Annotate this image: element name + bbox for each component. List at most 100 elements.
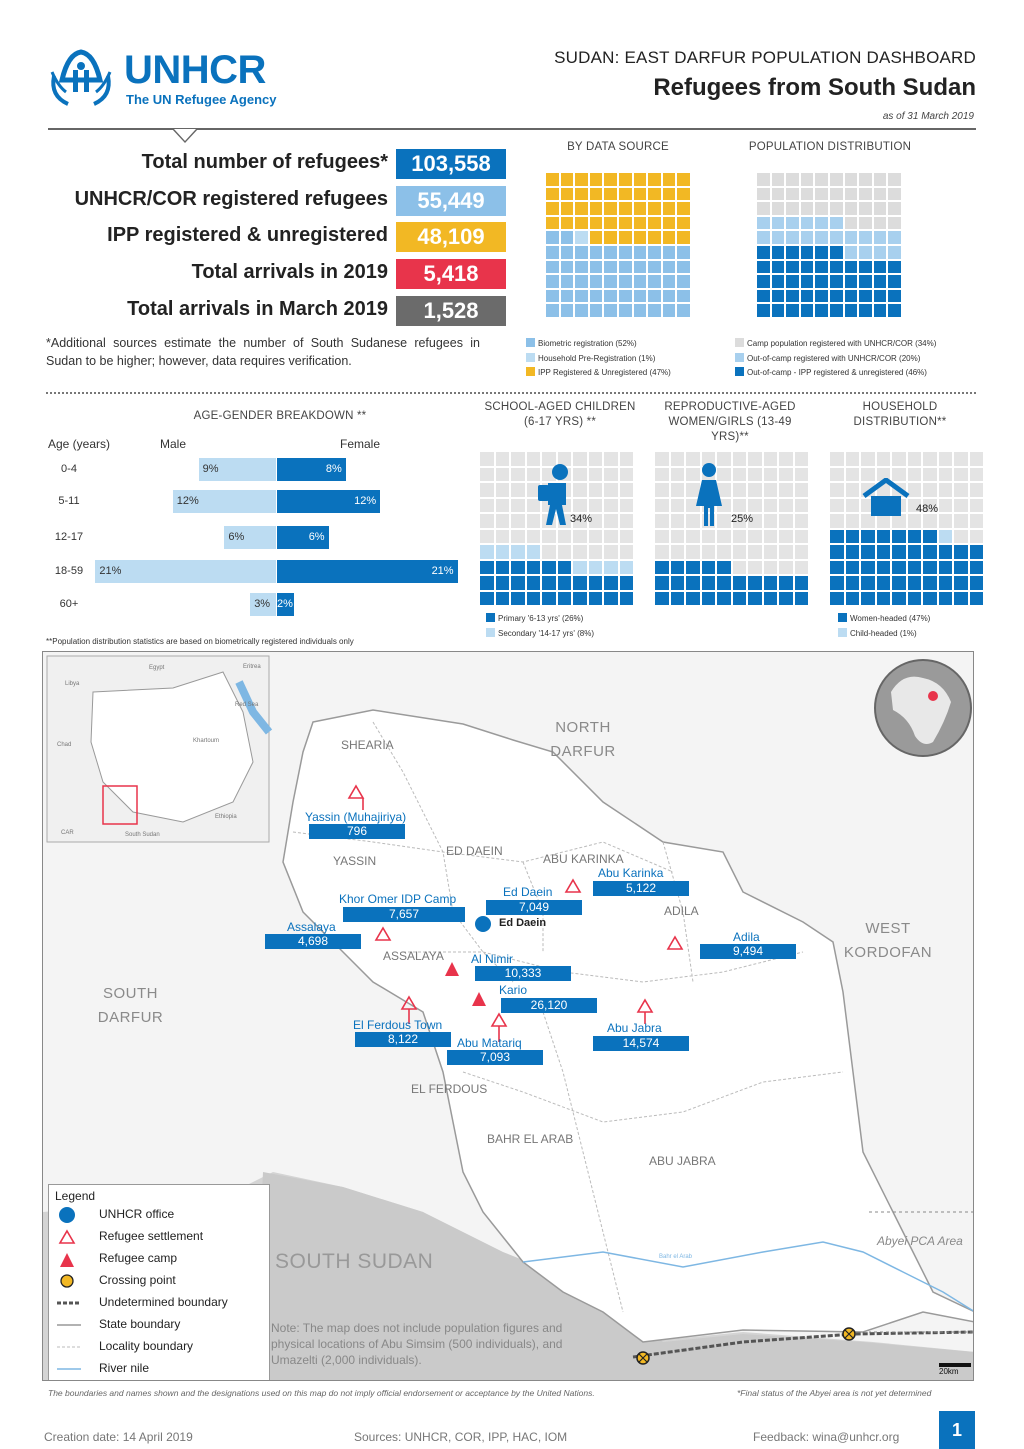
waffle-cell bbox=[648, 202, 661, 215]
waffle-cell bbox=[845, 467, 859, 481]
waffle-cell bbox=[815, 231, 828, 244]
waffle-cell bbox=[662, 187, 676, 201]
waffle-cell bbox=[907, 467, 921, 481]
waffle-cell bbox=[938, 591, 952, 605]
waffle-cell bbox=[748, 483, 762, 497]
waffle-cell bbox=[575, 304, 588, 317]
waffle-cell bbox=[526, 467, 540, 481]
waffle-cell bbox=[511, 467, 525, 481]
waffle-cell bbox=[923, 498, 937, 512]
waffle-cell bbox=[771, 289, 785, 303]
waffle-cell bbox=[779, 560, 793, 574]
waffle-cell bbox=[526, 545, 540, 559]
waffle-cell bbox=[686, 467, 700, 481]
waffle-cell bbox=[573, 529, 587, 543]
waffle-cell bbox=[560, 304, 574, 317]
waffle-cell bbox=[923, 514, 937, 528]
locality-label: BAHR EL ARAB bbox=[487, 1132, 574, 1146]
legend-item-river: River nile bbox=[99, 1361, 150, 1375]
waffle-cell bbox=[771, 173, 785, 186]
waffle-cell bbox=[495, 545, 509, 559]
stat-footnote: *Additional sources estimate the number … bbox=[46, 336, 480, 368]
feedback-email[interactable]: Feedback: wina@unhcr.org bbox=[753, 1430, 900, 1444]
stat-value: 1,528 bbox=[396, 296, 506, 326]
waffle-cell bbox=[480, 452, 494, 466]
pop-dist-legend: Camp population registered with UNHCR/CO… bbox=[735, 337, 936, 381]
inset-label: Egypt bbox=[149, 665, 165, 671]
school-pct: 34% bbox=[570, 513, 593, 525]
waffle-cell bbox=[845, 560, 859, 574]
waffle-cell bbox=[923, 545, 937, 559]
waffle-cell bbox=[800, 260, 814, 274]
waffle-cell bbox=[830, 529, 844, 543]
waffle-cell bbox=[815, 289, 828, 303]
waffle-cell bbox=[575, 231, 588, 244]
waffle-cell bbox=[859, 246, 872, 259]
waffle-cell bbox=[779, 514, 793, 528]
waffle-cell bbox=[480, 560, 494, 574]
waffle-cell bbox=[633, 275, 647, 288]
waffle-cell bbox=[779, 498, 793, 512]
waffle-cell bbox=[604, 529, 618, 543]
age-group-label: 12-17 bbox=[54, 531, 84, 543]
waffle-cell bbox=[845, 452, 859, 466]
waffle-cell bbox=[495, 529, 509, 543]
waffle-cell bbox=[794, 529, 808, 543]
waffle-cell bbox=[662, 202, 676, 215]
site-value: 10,333 bbox=[475, 966, 571, 981]
unhcr-logo: UNHCR The UN Refugee Agency bbox=[46, 46, 306, 108]
legend-item-crossing: Crossing point bbox=[99, 1273, 176, 1287]
waffle-cell bbox=[873, 187, 887, 201]
waffle-cell bbox=[969, 560, 983, 574]
waffle-cell bbox=[619, 275, 632, 288]
waffle-cell bbox=[779, 529, 793, 543]
waffle-cell bbox=[771, 231, 785, 244]
waffle-cell bbox=[619, 304, 632, 317]
waffle-cell bbox=[677, 246, 690, 259]
waffle-cell bbox=[969, 498, 983, 512]
locality-label: SHEARIA bbox=[341, 738, 394, 752]
waffle-cell bbox=[670, 576, 684, 590]
age-group-label: 18-59 bbox=[54, 565, 84, 577]
waffle-cell bbox=[876, 452, 890, 466]
region-south-sudan: SOUTH SUDAN bbox=[275, 1250, 434, 1273]
waffle-cell bbox=[888, 187, 901, 201]
waffle-cell bbox=[861, 529, 875, 543]
waffle-cell bbox=[686, 576, 700, 590]
waffle-cell bbox=[757, 275, 770, 288]
waffle-cell bbox=[648, 187, 661, 201]
waffle-cell bbox=[830, 202, 843, 215]
waffle-cell bbox=[677, 275, 690, 288]
dotted-divider bbox=[46, 392, 476, 394]
waffle-cell bbox=[771, 275, 785, 288]
legend-item: Secondary '14-17 yrs' (8%) bbox=[486, 627, 594, 642]
waffle-cell bbox=[686, 591, 700, 605]
waffle-cell bbox=[633, 216, 647, 230]
waffle-cell bbox=[575, 260, 588, 274]
waffle-cell bbox=[619, 216, 632, 230]
waffle-cell bbox=[844, 202, 858, 215]
waffle-cell bbox=[573, 514, 587, 528]
site-value: 796 bbox=[309, 824, 405, 839]
waffle-cell bbox=[495, 576, 509, 590]
age-group-label: 5-11 bbox=[58, 495, 80, 507]
waffle-cell bbox=[677, 173, 690, 186]
waffle-cell bbox=[732, 498, 746, 512]
waffle-cell bbox=[588, 591, 602, 605]
waffle-cell bbox=[619, 289, 632, 303]
waffle-cell bbox=[717, 529, 731, 543]
waffle-cell bbox=[888, 275, 901, 288]
waffle-cell bbox=[794, 514, 808, 528]
waffle-cell bbox=[763, 514, 777, 528]
waffle-cell bbox=[763, 452, 777, 466]
waffle-cell bbox=[873, 304, 887, 317]
stat-row: Total arrivals in March 2019 1,528 bbox=[40, 296, 510, 326]
waffle-cell bbox=[480, 576, 494, 590]
waffle-cell bbox=[892, 529, 906, 543]
stat-value: 55,449 bbox=[396, 186, 506, 216]
waffle-cell bbox=[589, 275, 603, 288]
waffle-cell bbox=[495, 498, 509, 512]
waffle-cell bbox=[619, 452, 633, 466]
age-gender-footnote: **Population distribution statistics are… bbox=[46, 637, 354, 646]
waffle-cell bbox=[830, 545, 844, 559]
